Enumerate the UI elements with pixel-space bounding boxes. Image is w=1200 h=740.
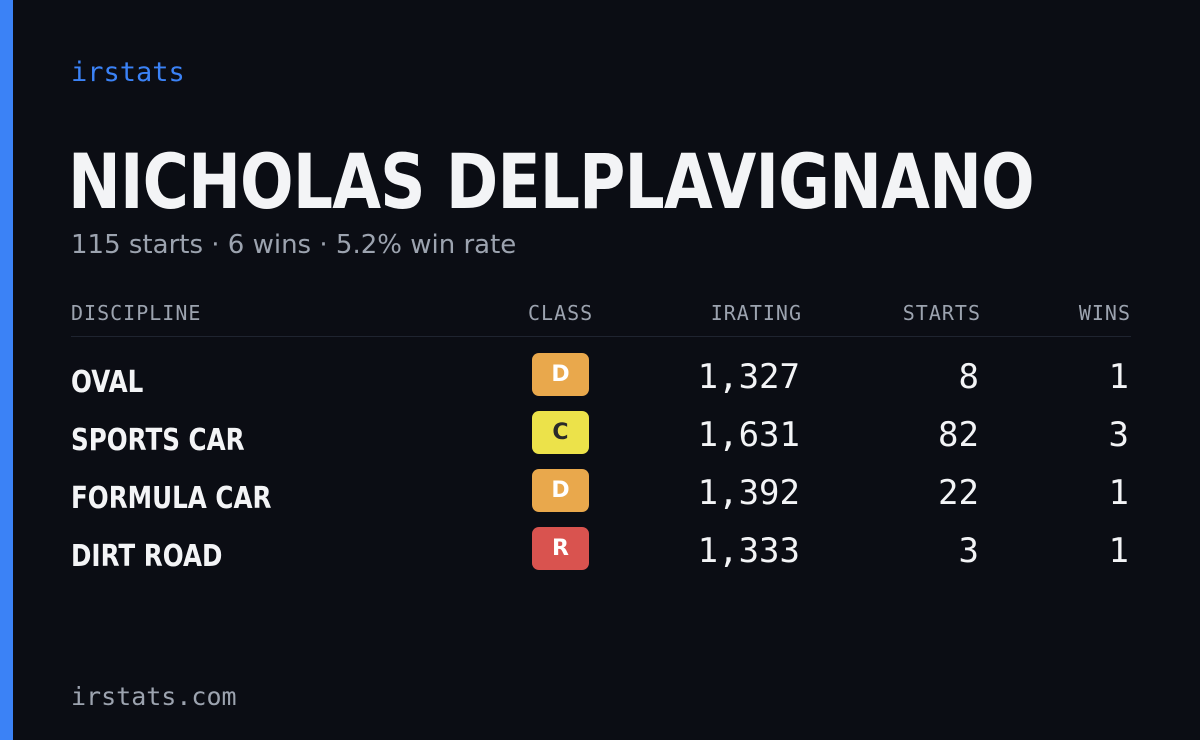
table-row: DIRT ROAD R 1,333 3 1	[71, 511, 1131, 574]
header-class: CLASS	[528, 301, 594, 325]
driver-summary: 115 starts · 6 wins · 5.2% win rate	[71, 230, 517, 260]
header-irating: IRATING	[710, 301, 802, 325]
discipline-name: DIRT ROAD	[71, 539, 223, 574]
table-row: SPORTS CAR C 1,631 82 3	[71, 395, 1131, 458]
class-badge: R	[532, 527, 589, 570]
irating-value: 1,392	[697, 473, 800, 513]
header-wins: WINS	[1078, 301, 1131, 325]
header-discipline: DISCIPLINE	[71, 301, 202, 325]
wins-value: 3	[1108, 415, 1129, 455]
license-table: DISCIPLINE CLASS IRATING STARTS WINS OVA…	[71, 298, 1131, 574]
discipline-name: OVAL	[71, 365, 144, 400]
discipline-name: FORMULA CAR	[71, 481, 272, 516]
irating-value: 1,333	[697, 531, 800, 571]
footer-url: irstats.com	[71, 682, 237, 711]
irating-value: 1,327	[697, 357, 800, 397]
wins-value: 1	[1108, 473, 1129, 513]
starts-value: 8	[958, 357, 979, 397]
table-header: DISCIPLINE CLASS IRATING STARTS WINS	[71, 298, 1131, 337]
header-starts: STARTS	[902, 301, 981, 325]
class-badge: C	[532, 411, 589, 454]
accent-bar	[0, 0, 13, 740]
driver-name: NICHOLAS DELPLAVIGNANO	[68, 137, 1035, 226]
table-row: FORMULA CAR D 1,392 22 1	[71, 453, 1131, 516]
starts-value: 3	[958, 531, 979, 571]
table-row: OVAL D 1,327 8 1	[71, 337, 1131, 400]
irating-value: 1,631	[697, 415, 800, 455]
brand-logo: irstats	[71, 57, 185, 88]
starts-value: 82	[938, 415, 979, 455]
class-badge: D	[532, 469, 589, 512]
discipline-name: SPORTS CAR	[71, 423, 245, 458]
class-badge: D	[532, 353, 589, 396]
wins-value: 1	[1108, 357, 1129, 397]
starts-value: 22	[938, 473, 979, 513]
wins-value: 1	[1108, 531, 1129, 571]
